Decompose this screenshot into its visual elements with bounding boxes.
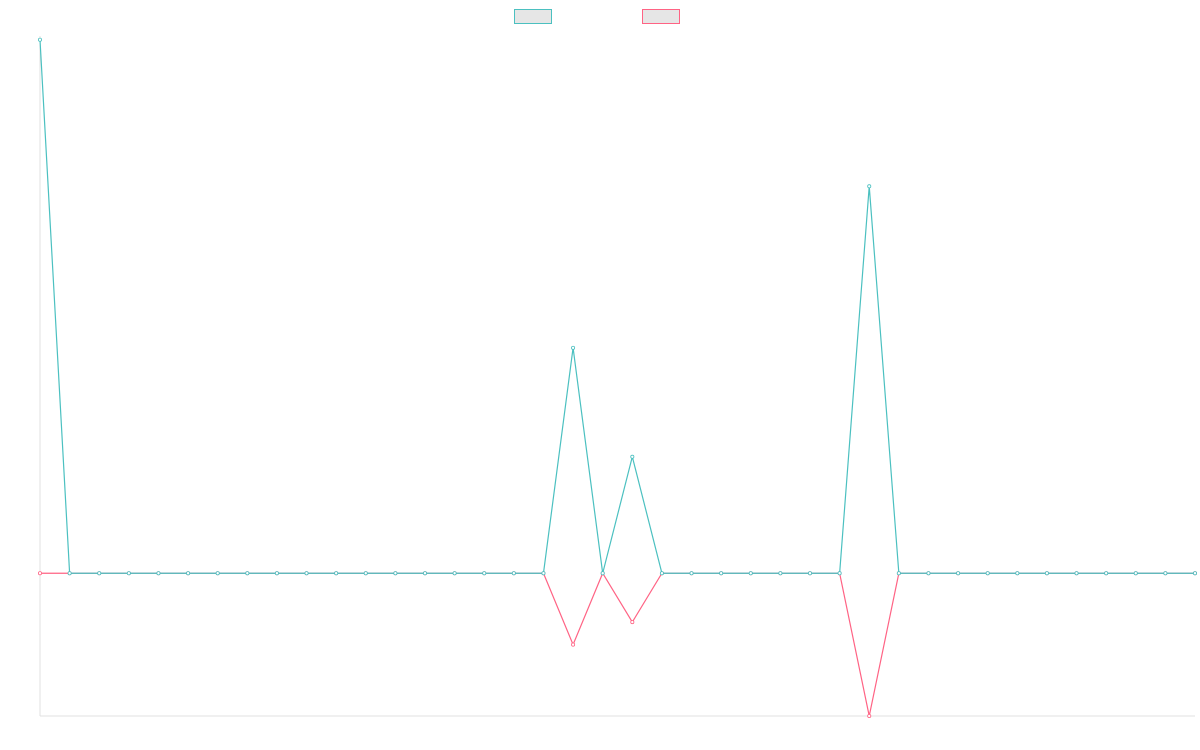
series-1-point[interactable] [1015, 571, 1020, 576]
series-2-point[interactable] [630, 620, 635, 625]
series-1-point[interactable] [926, 571, 931, 576]
series-1-point[interactable] [245, 571, 250, 576]
series-1-point[interactable] [896, 571, 901, 576]
series-1-point[interactable] [452, 571, 457, 576]
series-1-point[interactable] [274, 571, 279, 576]
legend-swatch-series-2 [642, 9, 680, 24]
series-1-point[interactable] [837, 571, 842, 576]
series-1-point[interactable] [867, 184, 872, 189]
series-1-point[interactable] [689, 571, 694, 576]
series-1-point[interactable] [778, 571, 783, 576]
series-1-point[interactable] [304, 571, 309, 576]
series-1-point[interactable] [511, 571, 516, 576]
series-1-point[interactable] [600, 571, 605, 576]
series-2-line [40, 571, 1195, 717]
series-1-point[interactable] [659, 571, 664, 576]
series-1-point[interactable] [1074, 571, 1079, 576]
series-1-point[interactable] [1193, 571, 1198, 576]
series-1-point[interactable] [571, 345, 576, 350]
series-2-point[interactable] [571, 642, 576, 647]
series-1-point[interactable] [422, 571, 427, 576]
series-1-point[interactable] [482, 571, 487, 576]
series-1-line [39, 39, 1195, 574]
legend-item-series-2[interactable] [642, 9, 686, 24]
series-1-point[interactable] [38, 37, 43, 42]
legend-swatch-series-1 [514, 9, 552, 24]
series-2-point[interactable] [867, 714, 872, 719]
series-2 [38, 571, 1198, 719]
series-1-point[interactable] [67, 571, 72, 576]
series-1-point[interactable] [1044, 571, 1049, 576]
series-1-point[interactable] [363, 571, 368, 576]
series-1-point[interactable] [719, 571, 724, 576]
series-1-point[interactable] [1163, 571, 1168, 576]
series-1-point[interactable] [748, 571, 753, 576]
series-1-point[interactable] [985, 571, 990, 576]
series-1-point[interactable] [334, 571, 339, 576]
series-1-point[interactable] [630, 454, 635, 459]
series-2-point[interactable] [38, 571, 43, 576]
series-1-point[interactable] [215, 571, 220, 576]
series-1-point[interactable] [186, 571, 191, 576]
series-1-point[interactable] [126, 571, 131, 576]
series-1-point[interactable] [808, 571, 813, 576]
legend-item-series-1[interactable] [514, 9, 558, 24]
series-1-point[interactable] [541, 571, 546, 576]
series-1-point[interactable] [97, 571, 102, 576]
series-1-point[interactable] [156, 571, 161, 576]
series-1-point[interactable] [956, 571, 961, 576]
series-1-point[interactable] [1104, 571, 1109, 576]
legend [0, 9, 1200, 24]
series-1-point[interactable] [393, 571, 398, 576]
series-1-point[interactable] [1133, 571, 1138, 576]
series-1 [38, 37, 1198, 576]
